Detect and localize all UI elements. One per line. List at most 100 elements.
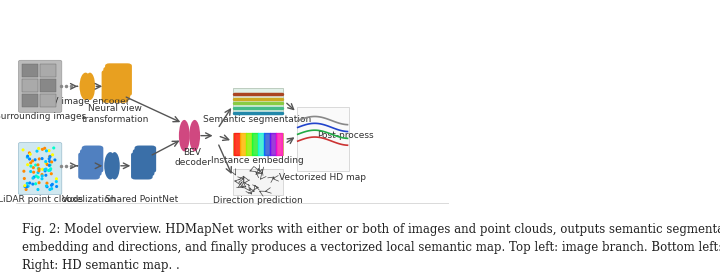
Text: BEV
decoder: BEV decoder: [174, 148, 211, 167]
Point: [27, 165, 39, 170]
Text: Voxelization: Voxelization: [62, 194, 116, 204]
Text: Shared PointNet: Shared PointNet: [105, 194, 179, 204]
Point: [22, 154, 33, 158]
Point: [44, 155, 55, 159]
Point: [47, 153, 58, 157]
Point: [40, 167, 52, 171]
Point: [22, 155, 33, 160]
Point: [24, 181, 35, 185]
Point: [41, 181, 53, 185]
FancyBboxPatch shape: [40, 79, 56, 92]
Ellipse shape: [85, 73, 95, 100]
Point: [27, 176, 39, 180]
Point: [50, 179, 62, 184]
Point: [41, 149, 53, 153]
Point: [50, 177, 62, 181]
Point: [30, 158, 41, 162]
Point: [42, 162, 53, 167]
Point: [45, 163, 56, 167]
FancyBboxPatch shape: [22, 64, 38, 77]
Point: [40, 159, 52, 164]
Point: [33, 181, 45, 185]
Text: embedding and directions, and finally produces a vectorized local semantic map. : embedding and directions, and finally pr…: [22, 241, 720, 254]
Point: [46, 183, 58, 188]
Point: [32, 163, 44, 167]
Point: [37, 174, 48, 178]
Text: Neural view
transformation: Neural view transformation: [81, 104, 149, 124]
Point: [21, 184, 32, 189]
Point: [33, 167, 45, 171]
FancyBboxPatch shape: [80, 149, 102, 176]
Point: [43, 157, 55, 161]
FancyBboxPatch shape: [102, 70, 128, 103]
Text: Post-process: Post-process: [318, 131, 374, 140]
Point: [43, 163, 55, 168]
Point: [19, 183, 30, 188]
FancyBboxPatch shape: [40, 64, 56, 77]
Point: [44, 159, 55, 163]
Point: [32, 170, 44, 175]
FancyBboxPatch shape: [19, 142, 62, 194]
Point: [37, 147, 48, 152]
Text: Instance embedding: Instance embedding: [211, 156, 304, 165]
Point: [36, 176, 48, 181]
Point: [48, 146, 60, 150]
FancyBboxPatch shape: [233, 133, 282, 155]
Point: [43, 148, 55, 153]
Point: [49, 158, 60, 162]
Point: [47, 182, 58, 186]
FancyBboxPatch shape: [135, 145, 156, 173]
Point: [45, 171, 57, 176]
FancyBboxPatch shape: [131, 152, 153, 179]
Point: [22, 163, 33, 167]
Point: [44, 154, 55, 158]
Point: [45, 168, 56, 172]
FancyBboxPatch shape: [81, 145, 104, 173]
Ellipse shape: [179, 120, 189, 152]
Point: [28, 170, 40, 175]
Ellipse shape: [104, 152, 117, 179]
Point: [40, 161, 52, 165]
FancyBboxPatch shape: [105, 63, 132, 96]
FancyBboxPatch shape: [233, 88, 282, 114]
FancyBboxPatch shape: [233, 168, 282, 194]
Point: [25, 161, 37, 165]
FancyBboxPatch shape: [104, 66, 130, 99]
Point: [34, 157, 45, 161]
Point: [24, 151, 35, 155]
Text: Right: HD semantic map. .: Right: HD semantic map. .: [22, 259, 180, 272]
Point: [25, 169, 37, 174]
Point: [33, 168, 45, 173]
Point: [32, 175, 44, 179]
Point: [51, 184, 63, 189]
Point: [30, 163, 42, 167]
Text: Semantic segmentation: Semantic segmentation: [203, 115, 312, 124]
Point: [30, 174, 42, 178]
Text: LiDAR point clouds: LiDAR point clouds: [0, 194, 83, 204]
Point: [32, 187, 44, 192]
Point: [33, 146, 45, 151]
Text: Direction prediction: Direction prediction: [212, 196, 302, 205]
FancyBboxPatch shape: [22, 79, 38, 92]
Point: [24, 157, 35, 161]
Point: [30, 181, 42, 186]
Point: [46, 160, 58, 164]
FancyBboxPatch shape: [22, 94, 38, 107]
Point: [25, 164, 37, 168]
Point: [22, 181, 33, 186]
Point: [44, 187, 55, 192]
Ellipse shape: [189, 120, 200, 152]
Point: [22, 184, 34, 188]
Point: [19, 176, 30, 181]
Text: Fig. 2: Model overview. HDMapNet works with either or both of images and point c: Fig. 2: Model overview. HDMapNet works w…: [22, 223, 720, 236]
Point: [36, 172, 48, 177]
Point: [31, 149, 42, 153]
Point: [46, 186, 58, 191]
Point: [32, 166, 44, 171]
Ellipse shape: [109, 152, 120, 179]
FancyBboxPatch shape: [78, 152, 100, 179]
Text: Surrounding images: Surrounding images: [0, 112, 86, 121]
Text: Vectorized HD map: Vectorized HD map: [279, 173, 366, 182]
FancyBboxPatch shape: [40, 94, 56, 107]
Point: [41, 184, 53, 189]
